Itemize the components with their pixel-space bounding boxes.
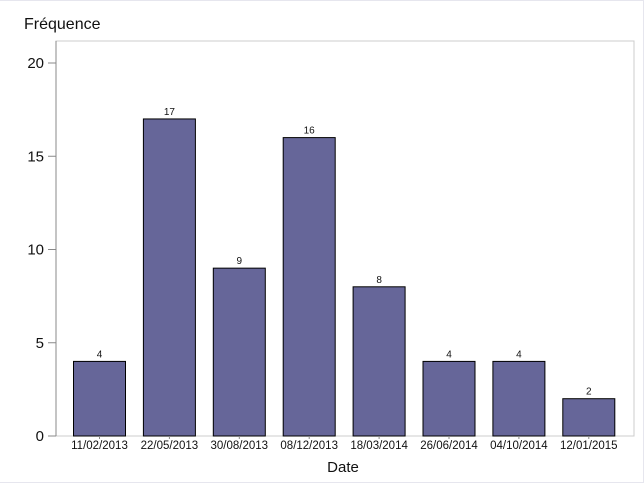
y-axis-label: Fréquence bbox=[24, 16, 101, 33]
y-tick-label: 5 bbox=[36, 335, 44, 352]
data-label: 16 bbox=[304, 126, 316, 137]
x-tick-label: 26/06/2014 bbox=[420, 440, 478, 452]
data-label: 2 bbox=[586, 387, 592, 398]
x-tick-label: 22/05/2013 bbox=[141, 440, 199, 452]
bar bbox=[562, 398, 616, 437]
bar bbox=[352, 286, 406, 437]
data-label: 9 bbox=[237, 256, 243, 267]
plot-area bbox=[55, 40, 635, 437]
x-tick-label: 30/08/2013 bbox=[211, 440, 269, 452]
bar bbox=[492, 360, 546, 437]
x-tick-label: 04/10/2014 bbox=[490, 440, 548, 452]
x-tick-label: 18/03/2014 bbox=[350, 440, 408, 452]
bar bbox=[212, 267, 266, 437]
x-axis-label: Date bbox=[327, 459, 359, 476]
data-label: 17 bbox=[164, 107, 176, 118]
y-axis: 0 5 10 15 20 bbox=[27, 55, 56, 445]
data-label: 8 bbox=[376, 275, 382, 286]
data-label: 4 bbox=[446, 349, 452, 360]
bar bbox=[282, 137, 336, 437]
bar bbox=[73, 360, 126, 437]
y-tick-label: 10 bbox=[27, 242, 44, 259]
y-tick-label: 0 bbox=[36, 428, 44, 445]
x-tick-label: 12/01/2015 bbox=[560, 440, 618, 452]
bars-group: 4 17 9 16 8 4 4 2 bbox=[73, 107, 616, 437]
x-tick-label: 08/12/2013 bbox=[280, 440, 338, 452]
y-tick-label: 15 bbox=[27, 148, 44, 165]
bar bbox=[422, 360, 476, 437]
data-label: 4 bbox=[97, 349, 103, 360]
x-axis: 11/02/2013 22/05/2013 30/08/2013 08/12/2013… bbox=[71, 436, 618, 452]
x-tick-label: 11/02/2013 bbox=[71, 440, 128, 452]
bar bbox=[142, 118, 196, 437]
data-label: 4 bbox=[516, 349, 522, 360]
y-tick-label: 20 bbox=[27, 55, 44, 72]
